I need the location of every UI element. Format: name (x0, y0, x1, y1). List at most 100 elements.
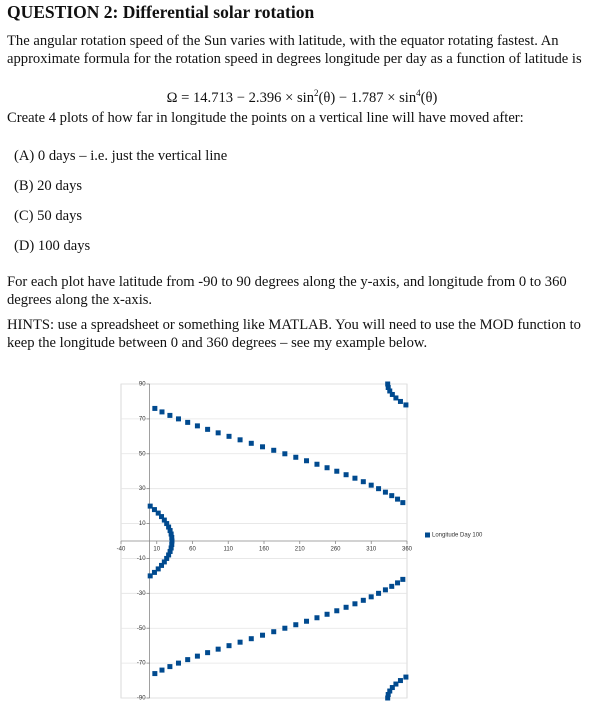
x-tick-label: 110 (223, 547, 233, 553)
y-tick-label: -30 (137, 591, 146, 597)
x-tick-label: 160 (259, 547, 270, 553)
point (387, 688, 393, 694)
point (314, 615, 320, 621)
point (368, 594, 374, 600)
formula-text: Ω = 14.713 − 2.396 × sin (166, 89, 315, 106)
y-tick-label: 90 (139, 382, 146, 388)
point (248, 636, 254, 642)
point (403, 402, 409, 408)
list-item: (B) 20 days (14, 178, 83, 194)
point (343, 472, 349, 478)
chart: -90 -70 -50 -30 -10 10 30 50 70 90 -40 10 60 110 160 21… (117, 381, 483, 702)
formula-text: (θ) (420, 89, 438, 106)
point (175, 416, 181, 422)
legend-swatch (425, 532, 430, 538)
y-tick-label: 30 (139, 486, 146, 492)
point (352, 475, 358, 481)
point (185, 419, 191, 425)
point (385, 695, 391, 701)
point (389, 391, 395, 397)
point (324, 465, 330, 471)
point (382, 587, 388, 593)
point (151, 507, 157, 513)
point (271, 447, 277, 453)
point (237, 639, 243, 645)
point (175, 660, 181, 666)
point (161, 559, 167, 565)
point (260, 632, 266, 638)
formula-exponent: 4 (416, 88, 421, 98)
point (343, 604, 349, 610)
point (334, 608, 340, 614)
point (205, 426, 211, 432)
point (205, 650, 211, 656)
y-tick-label: -50 (137, 626, 146, 632)
point (155, 566, 161, 572)
point (385, 692, 391, 698)
point (282, 625, 288, 631)
point (166, 552, 172, 558)
point (147, 573, 153, 579)
point (167, 664, 173, 670)
point (368, 482, 374, 488)
point (260, 444, 266, 450)
point (147, 503, 153, 509)
point (159, 409, 165, 415)
list-item: (A) 0 days – i.e. just the vertical line (14, 148, 228, 164)
point (169, 541, 175, 547)
point (360, 479, 366, 485)
formula-exponent: 2 (314, 88, 319, 98)
point (167, 528, 173, 534)
point (389, 685, 395, 691)
point (159, 667, 165, 673)
point (194, 423, 200, 429)
point (271, 629, 277, 635)
point (226, 643, 232, 649)
point (237, 437, 243, 443)
point (314, 461, 320, 467)
x-tick-label: 360 (402, 547, 413, 553)
intro: The angular rotation speed of the Sun va… (7, 33, 582, 67)
point (161, 517, 167, 523)
hints: HINTS: use a spreadsheet or something li… (7, 317, 581, 351)
point (282, 451, 288, 457)
point (395, 496, 401, 502)
point (167, 412, 173, 418)
point (400, 500, 406, 506)
point (248, 440, 254, 446)
y-tick-label: 10 (139, 521, 146, 527)
list-item: (C) 50 days (14, 208, 83, 224)
point (376, 590, 382, 596)
x-tick-label: 10 (153, 547, 160, 553)
point (167, 548, 173, 554)
point (304, 618, 310, 624)
formula-text: (θ) − 1.787 × sin (318, 89, 417, 106)
list-item: (D) 100 days (14, 238, 91, 254)
x-tick-label: 60 (189, 547, 196, 553)
point (164, 555, 170, 561)
point (152, 405, 158, 411)
point (397, 398, 403, 404)
point (393, 395, 399, 401)
point (215, 646, 221, 652)
point (324, 611, 330, 617)
point (152, 671, 158, 677)
point (151, 569, 157, 575)
formula: Ω = 14.713 − 2.396 × sin2(θ) − 1.787 × s… (0, 85, 604, 107)
point (159, 562, 165, 568)
x-tick-label: 310 (366, 547, 377, 553)
y-tick-label: 70 (139, 416, 146, 422)
point (395, 580, 401, 586)
point (389, 583, 395, 589)
point (293, 622, 299, 628)
point (385, 381, 391, 387)
x-tick-label: -40 (117, 547, 126, 553)
x-tick-label: 210 (295, 547, 306, 553)
point (169, 535, 175, 541)
point (159, 514, 165, 520)
point (166, 524, 172, 530)
point (169, 538, 175, 544)
x-tick-label: 260 (330, 547, 341, 553)
point (403, 674, 409, 680)
